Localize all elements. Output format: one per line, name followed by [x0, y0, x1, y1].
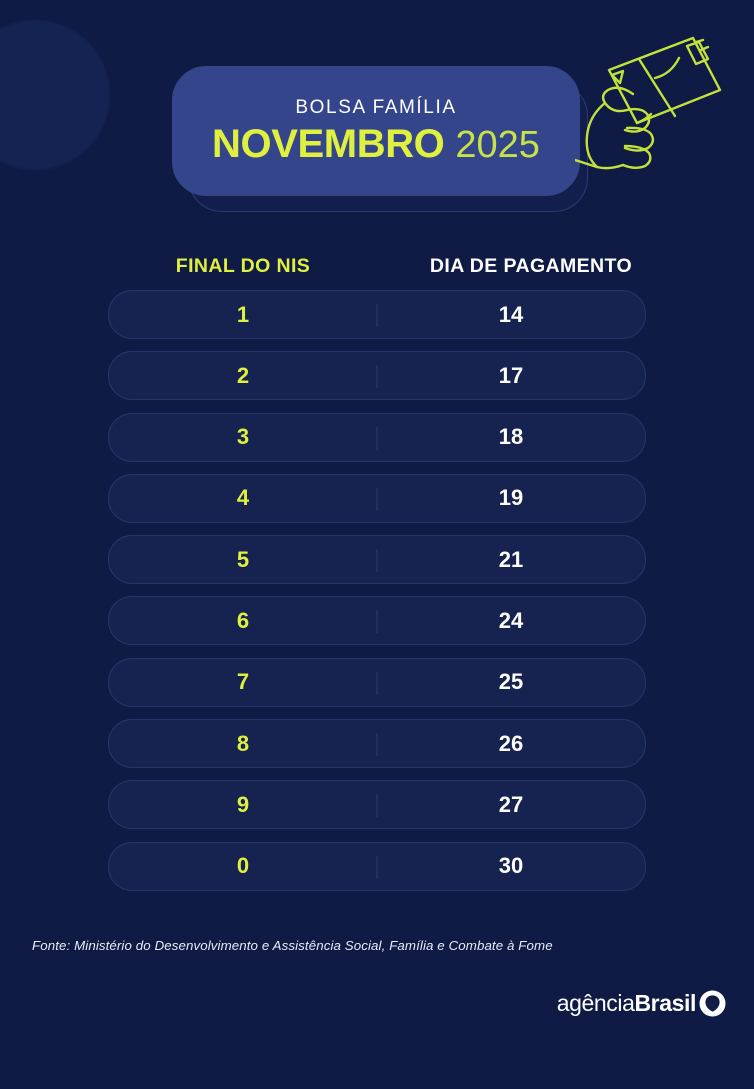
row-divider: [376, 794, 378, 818]
agencia-brasil-globe-icon: [699, 990, 726, 1016]
table-row: 1 14: [108, 290, 646, 339]
source-note: Fonte: Ministério do Desenvolvimento e A…: [32, 938, 553, 953]
row-divider: [376, 733, 378, 757]
cell-day: 27: [498, 791, 524, 817]
table-row: 0 30: [108, 841, 646, 891]
row-divider: [376, 855, 378, 879]
table-row: 7 25: [108, 657, 646, 707]
table-row: 3 18: [108, 412, 646, 462]
cell-day: 30: [498, 853, 524, 879]
cell-day: 21: [498, 546, 524, 572]
table-row: 5 21: [108, 535, 646, 585]
agencia-brasil-logo: agência Brasil: [557, 988, 726, 1018]
table-row: 4 19: [108, 473, 646, 523]
logo-text-agencia: agência: [556, 989, 635, 1016]
cell-nis: 3: [236, 424, 250, 450]
table-row: 6 24: [108, 596, 646, 646]
cell-day: 18: [498, 424, 524, 450]
header-eyebrow: BOLSA FAMÍLIA: [295, 97, 457, 118]
cell-nis: 7: [236, 669, 250, 695]
row-divider: [376, 487, 378, 511]
column-header-dia-de-pagamento: DIA DE PAGAMENTO: [429, 255, 633, 277]
logo-text-brasil: Brasil: [634, 989, 696, 1016]
table-row: 8 26: [108, 719, 646, 769]
row-divider: [376, 549, 378, 573]
payment-table: FINAL DO NIS DIA DE PAGAMENTO 1 14 2 1 7 …: [0, 246, 754, 903]
cell-day: 14: [498, 301, 524, 327]
cell-day: 17: [498, 362, 524, 388]
header-month: NOVEMBRO: [212, 122, 445, 166]
row-divider: [376, 671, 378, 695]
cell-nis: 0: [236, 853, 250, 879]
table-row: 9 27: [108, 780, 646, 830]
cell-day: 26: [498, 730, 524, 756]
cell-nis: 8: [236, 730, 250, 756]
cell-nis: 6: [236, 607, 250, 633]
cell-day: 19: [498, 485, 524, 511]
cell-nis: 9: [236, 791, 250, 817]
row-divider: [376, 610, 378, 634]
header-card: BOLSA FAMÍLIA NOVEMBRO 2025: [172, 66, 580, 196]
header-title: NOVEMBRO 2025: [212, 124, 540, 164]
row-divider: [376, 365, 378, 389]
cell-day: 24: [498, 607, 524, 633]
table-row: 2 17: [108, 351, 646, 401]
table-body: 1 14 2 17 3 18 4 19 5 21: [108, 290, 646, 891]
header: BOLSA FAMÍLIA NOVEMBRO 2025: [0, 0, 754, 230]
header-year: 2025: [455, 124, 540, 166]
cell-day: 25: [498, 669, 524, 695]
cell-nis: 2: [236, 362, 250, 388]
cell-nis: 1: [236, 301, 250, 327]
cell-nis: 4: [236, 485, 250, 511]
table-header-row: FINAL DO NIS DIA DE PAGAMENTO: [109, 246, 645, 286]
hand-holding-banknote-icon: [575, 36, 722, 170]
cell-nis: 5: [236, 546, 250, 572]
row-divider: [376, 304, 378, 327]
column-header-final-do-nis: FINAL DO NIS: [175, 255, 311, 277]
row-divider: [376, 426, 378, 450]
